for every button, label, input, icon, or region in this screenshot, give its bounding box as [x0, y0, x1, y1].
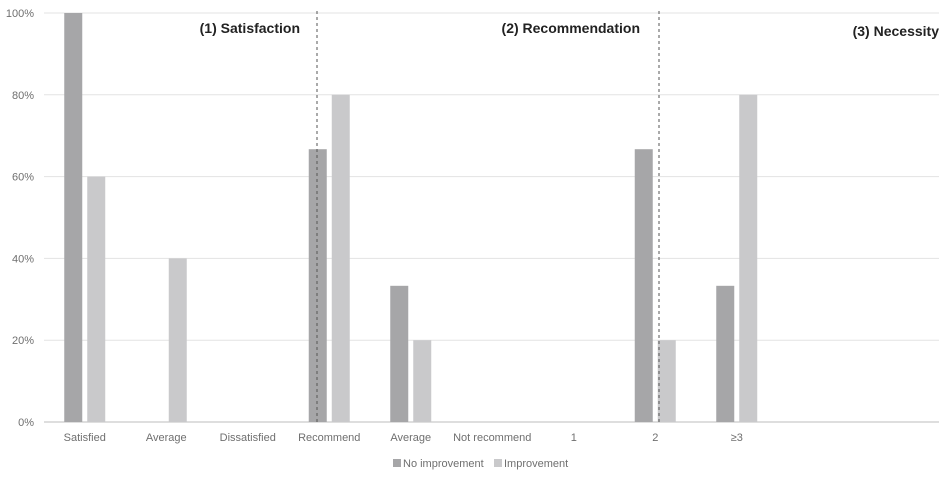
panel-title: (3) Necessity: [853, 23, 939, 39]
x-category-label: Satisfied: [64, 432, 106, 444]
y-tick-label: 60%: [12, 172, 34, 184]
y-tick-label: 80%: [12, 90, 34, 102]
bar-improvement: [331, 94, 350, 423]
x-category-label: ≥3: [731, 432, 743, 444]
bar-improvement: [739, 94, 758, 423]
x-category-label: 1: [571, 432, 577, 444]
bar-no-improvement: [64, 13, 83, 422]
y-tick-label: 0%: [18, 417, 34, 429]
x-category-label: Dissatisfied: [220, 432, 276, 444]
legend-label: Improvement: [504, 458, 568, 470]
panel-title: (2) Recommendation: [502, 20, 640, 36]
bar-improvement: [168, 258, 187, 422]
legend-swatch: [393, 459, 401, 467]
x-category-label: 2: [652, 432, 658, 444]
bar-improvement: [87, 176, 106, 422]
bar-no-improvement: [716, 285, 735, 422]
bar-improvement: [413, 340, 432, 422]
x-category-label: Not recommend: [453, 432, 531, 444]
y-tick-label: 100%: [6, 8, 34, 20]
bar-improvement: [657, 340, 676, 422]
y-tick-label: 40%: [12, 253, 34, 265]
legend-label: No improvement: [403, 458, 484, 470]
x-category-label: Recommend: [298, 432, 360, 444]
bar-no-improvement: [390, 285, 409, 422]
x-category-label: Average: [390, 432, 431, 444]
x-category-label: Average: [146, 432, 187, 444]
y-tick-label: 20%: [12, 335, 34, 347]
legend-swatch: [494, 459, 502, 467]
bar-no-improvement: [634, 149, 653, 422]
panel-title: (1) Satisfaction: [200, 20, 300, 36]
bar-no-improvement: [308, 149, 327, 422]
